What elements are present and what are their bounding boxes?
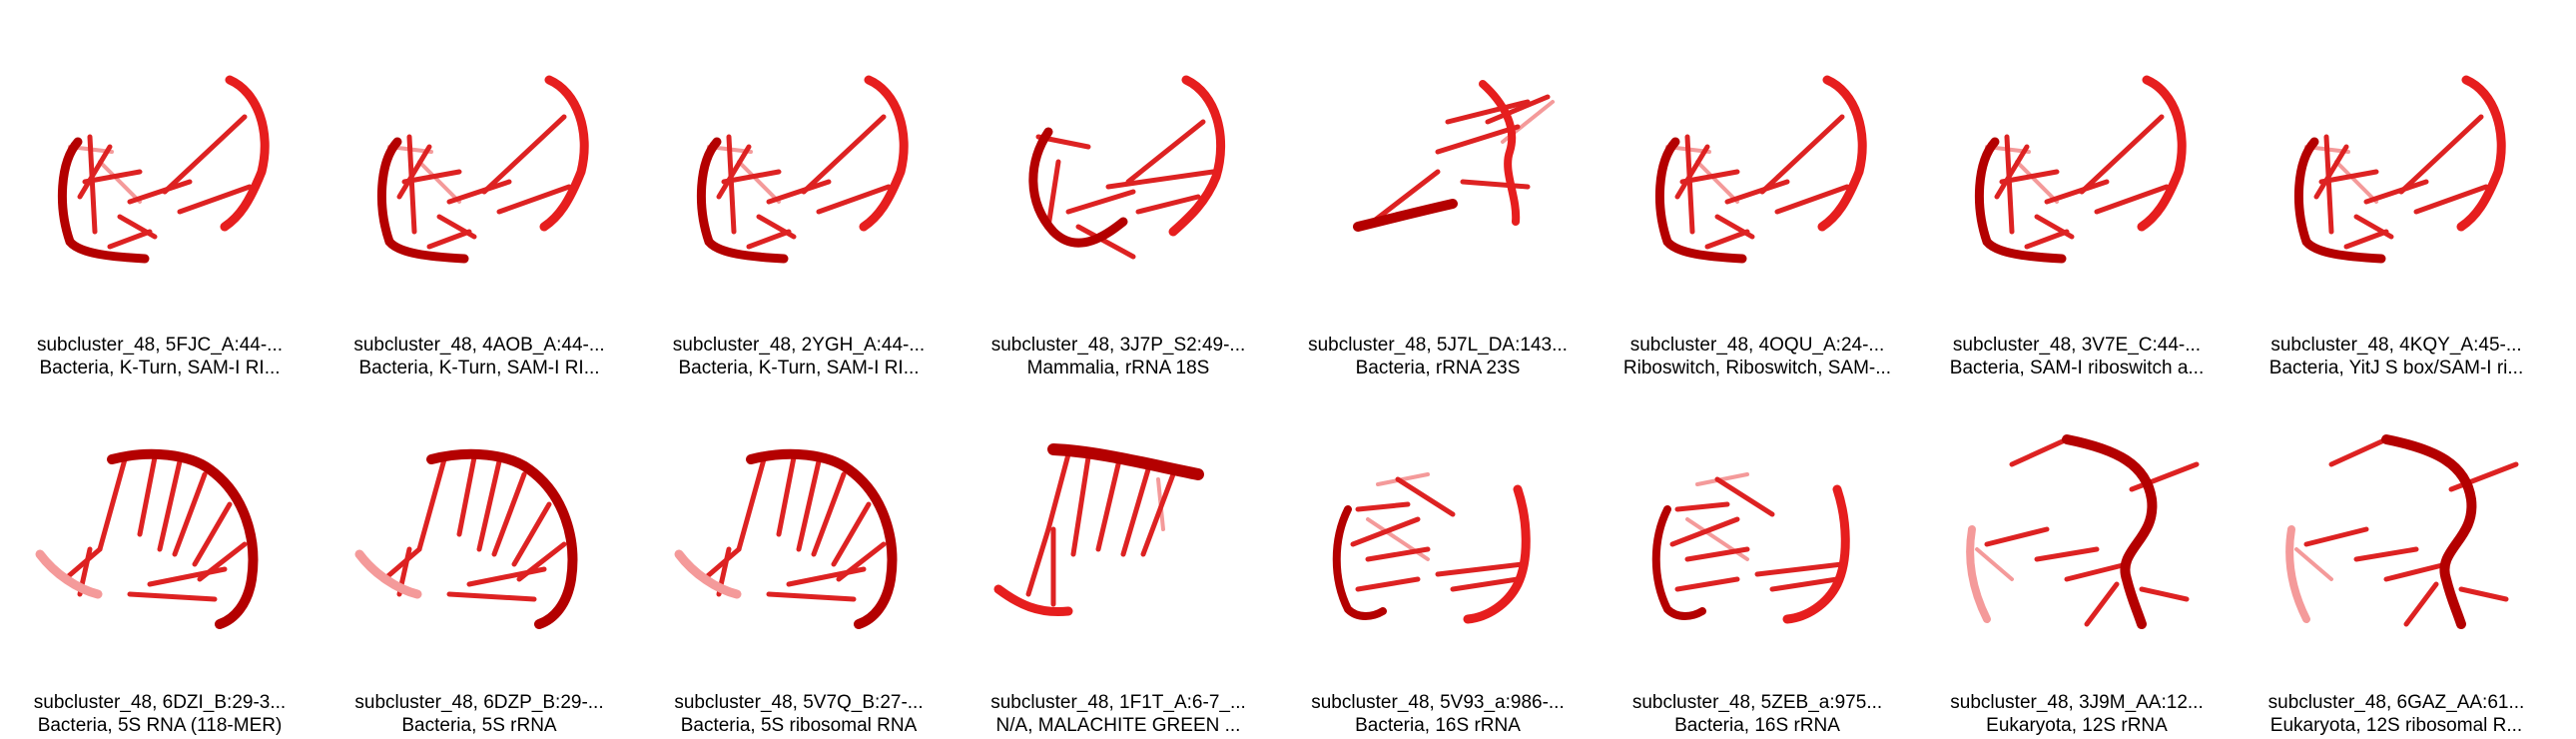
rna-structure-render (354, 448, 578, 629)
structure-description-label: Bacteria, 5S RNA (118-MER) (37, 715, 283, 736)
structure-id-label: subcluster_48, 5V7Q_B:27-... (674, 692, 924, 713)
structure-id-label: subcluster_48, 5V93_a:986-... (1311, 692, 1565, 713)
rna-structure-render (377, 75, 589, 264)
structure-description-label: Bacteria, K-Turn, SAM-I RI... (678, 358, 920, 378)
structure-description-label: Eukaryota, 12S ribosomal R... (2269, 715, 2523, 736)
rna-structure-render (1966, 434, 2200, 629)
structure-description-label: N/A, MALACHITE GREEN ... (995, 715, 1241, 736)
rna-structure-render (1975, 75, 2187, 264)
structure-description-label: Bacteria, rRNA 23S (1355, 358, 1521, 378)
structure-id-label: subcluster_48, 5ZEB_a:975... (1631, 692, 1883, 713)
structure-id-label: subcluster_48, 3V7E_C:44-... (1952, 335, 2202, 356)
structure-description-label: Bacteria, SAM-I riboswitch a... (1949, 358, 2205, 378)
structure-description-label: Bacteria, 16S rRNA (1355, 715, 1521, 736)
structure-tile[interactable]: subcluster_48, 2YGH_A:44-... Bacteria, K-… (639, 22, 959, 381)
rna-structure-render (1651, 472, 1850, 624)
rna-structure-render (58, 75, 270, 264)
structure-description-label: Eukaryota, 12S rRNA (1986, 715, 2168, 736)
structure-id-label: subcluster_48, 3J7P_S2:49-... (990, 335, 1246, 356)
structure-tile[interactable]: subcluster_48, 5V7Q_B:27-... Bacteria, 5S… (639, 379, 959, 739)
rna-structure-render (35, 448, 259, 629)
rna-structure-render (1028, 75, 1226, 260)
structure-description-label: Bacteria, 16S rRNA (1674, 715, 1840, 736)
rna-structure-render (1353, 80, 1555, 232)
structure-description-label: Bacteria, K-Turn, SAM-I RI... (39, 358, 281, 378)
rna-structure-render (2294, 75, 2506, 264)
structure-id-label: subcluster_48, 6DZP_B:29-... (354, 692, 604, 713)
structure-tile[interactable]: subcluster_48, 6DZI_B:29-3... Bacteria, 5… (0, 379, 320, 739)
structure-id-label: subcluster_48, 5J7L_DA:143... (1308, 335, 1568, 356)
structure-id-label: subcluster_48, 6GAZ_AA:61... (2267, 692, 2525, 713)
rna-structure-render (1332, 472, 1531, 624)
structure-tile[interactable]: subcluster_48, 5V93_a:986-... Bacteria, 1… (1278, 379, 1598, 739)
structure-id-label: subcluster_48, 4OQU_A:24-... (1629, 335, 1885, 356)
structure-description-label: Bacteria, 5S rRNA (401, 715, 557, 736)
structure-tile[interactable]: subcluster_48, 3V7E_C:44-... Bacteria, SA… (1917, 22, 2237, 381)
structure-description-label: Riboswitch, Riboswitch, SAM-... (1622, 358, 1892, 378)
rna-structure-render (697, 75, 909, 264)
structure-tile[interactable]: subcluster_48, 3J9M_AA:12... Eukaryota, 1… (1917, 379, 2237, 739)
structure-description-label: Mammalia, rRNA 18S (1026, 358, 1210, 378)
rna-structure-render (1655, 75, 1867, 264)
structure-id-label: subcluster_48, 6DZI_B:29-3... (33, 692, 287, 713)
structure-tile[interactable]: subcluster_48, 6GAZ_AA:61... Eukaryota, 1… (2237, 379, 2556, 739)
structure-tile[interactable]: subcluster_48, 6DZP_B:29-... Bacteria, 5S… (320, 379, 639, 739)
structure-tile[interactable]: subcluster_48, 4KQY_A:45-... Bacteria, Yi… (2237, 22, 2556, 381)
structure-tile[interactable]: subcluster_48, 5FJC_A:44-... Bacteria, K-… (0, 22, 320, 381)
rna-structure-render (993, 443, 1204, 617)
structure-description-label: Bacteria, YitJ S box/SAM-I ri... (2268, 358, 2524, 378)
structure-id-label: subcluster_48, 5FJC_A:44-... (36, 335, 284, 356)
structure-tile[interactable]: subcluster_48, 5ZEB_a:975... Bacteria, 16… (1598, 379, 1917, 739)
structure-tile[interactable]: subcluster_48, 3J7P_S2:49-... Mammalia, r… (959, 22, 1278, 381)
structure-description-label: Bacteria, K-Turn, SAM-I RI... (358, 358, 600, 378)
structure-tile[interactable]: subcluster_48, 5J7L_DA:143... Bacteria, r… (1278, 22, 1598, 381)
structure-id-label: subcluster_48, 4AOB_A:44-... (353, 335, 605, 356)
rna-structure-render (2285, 434, 2519, 629)
rna-structure-render (674, 448, 898, 629)
structure-id-label: subcluster_48, 4KQY_A:45-... (2270, 335, 2522, 356)
structure-description-label: Bacteria, 5S ribosomal RNA (680, 715, 918, 736)
structure-tile[interactable]: subcluster_48, 1F1T_A:6-7_... N/A, MALACH… (959, 379, 1278, 739)
structure-id-label: subcluster_48, 2YGH_A:44-... (672, 335, 926, 356)
structure-tile[interactable]: subcluster_48, 4AOB_A:44-... Bacteria, K-… (320, 22, 639, 381)
structure-tile[interactable]: subcluster_48, 4OQU_A:24-... Riboswitch, … (1598, 22, 1917, 381)
structure-id-label: subcluster_48, 1F1T_A:6-7_... (990, 692, 1246, 713)
structure-id-label: subcluster_48, 3J9M_AA:12... (1950, 692, 2204, 713)
